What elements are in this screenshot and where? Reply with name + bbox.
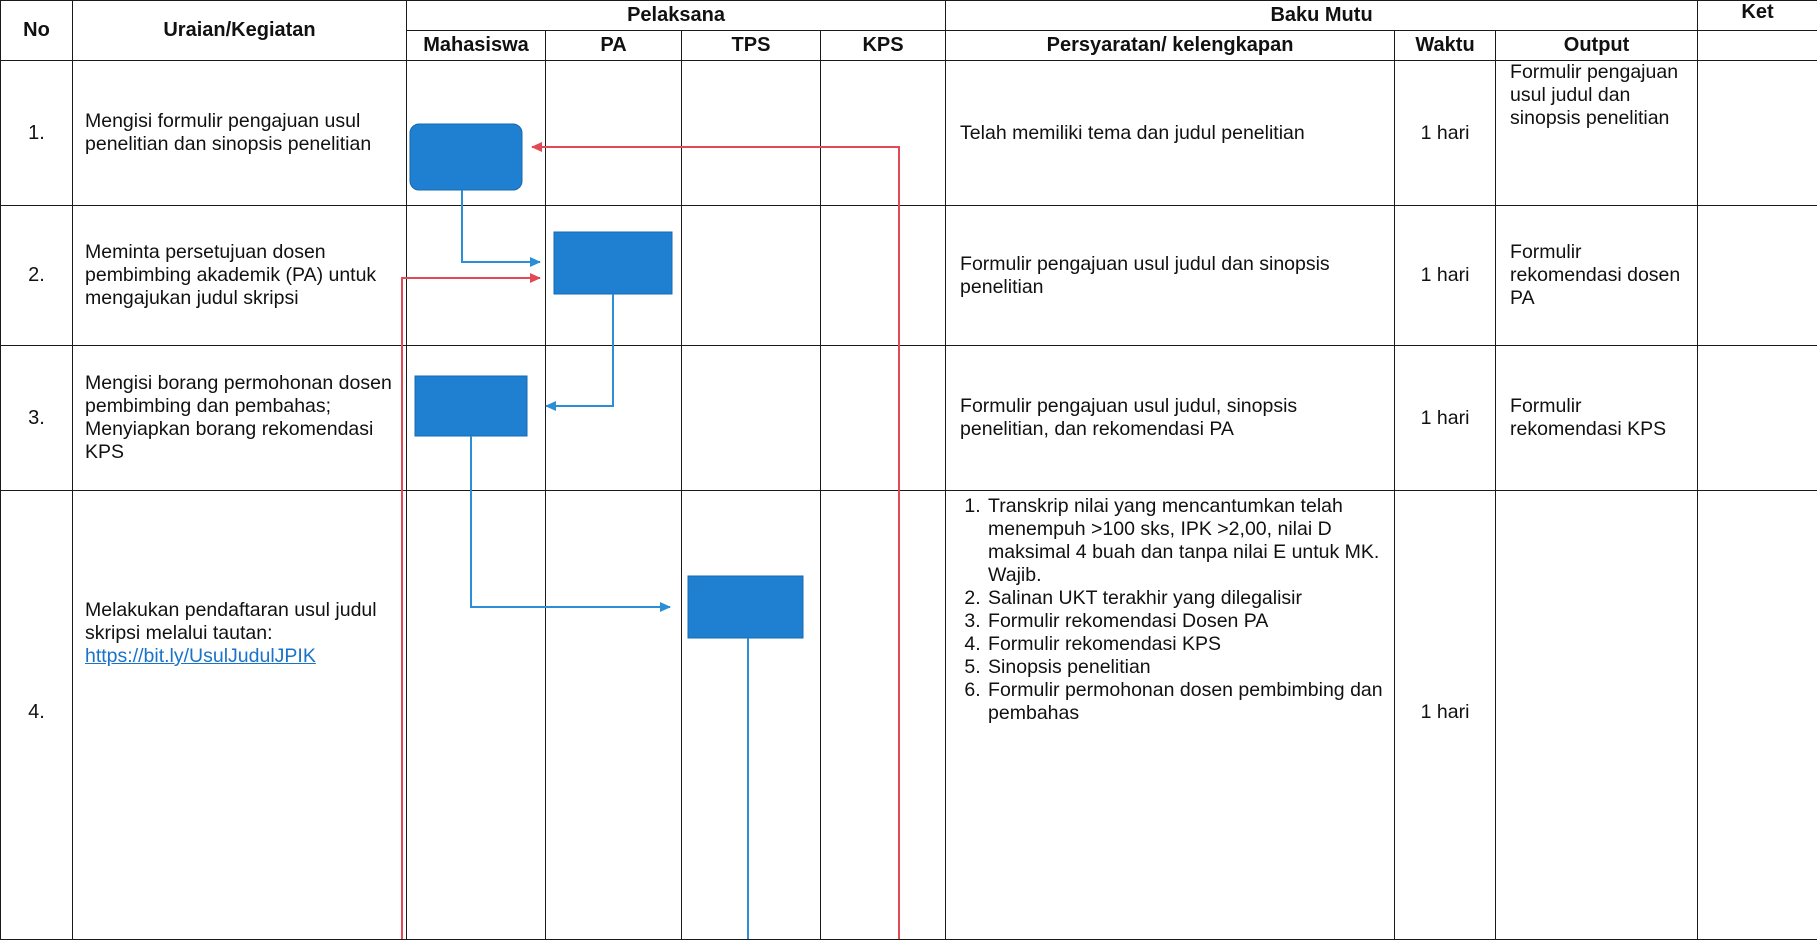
header-output: Output — [1496, 31, 1698, 61]
cell-tps — [682, 61, 821, 206]
cell-kps — [821, 206, 946, 346]
cell-pa — [546, 491, 682, 940]
header-tps: TPS — [682, 31, 821, 61]
row-number: 3. — [1, 346, 73, 491]
cell-mahasiswa — [407, 206, 546, 346]
requirement-item: Formulir permohonan dosen pembimbing dan… — [986, 679, 1388, 725]
cell-tps — [682, 491, 821, 940]
cell-tps — [682, 346, 821, 491]
row-number: 2. — [1, 206, 73, 346]
ket-cell — [1698, 206, 1817, 346]
header-baku-mutu: Baku Mutu — [946, 1, 1698, 31]
table-row: 2. Meminta persetujuan dosen pembimbing … — [1, 206, 1817, 346]
requirement-item: Salinan UKT terakhir yang dilegalisir — [986, 587, 1388, 610]
requirement-list: Transkrip nilai yang mencantumkan telah … — [960, 495, 1388, 725]
requirement-item: Formulir rekomendasi Dosen PA — [986, 610, 1388, 633]
cell-kps — [821, 491, 946, 940]
time-text: 1 hari — [1395, 346, 1496, 491]
cell-pa — [546, 61, 682, 206]
activity-text: Mengisi borang permohonan dosen pembimbi… — [73, 346, 407, 491]
requirement-item: Sinopsis penelitian — [986, 656, 1388, 679]
cell-mahasiswa — [407, 491, 546, 940]
output-text: Formulir rekomendasi KPS — [1496, 346, 1698, 491]
cell-mahasiswa — [407, 61, 546, 206]
requirement-cell: Transkrip nilai yang mencantumkan telah … — [946, 491, 1395, 940]
header-pelaksana: Pelaksana — [407, 1, 946, 31]
header-pa: PA — [546, 31, 682, 61]
ket-cell — [1698, 491, 1817, 940]
cell-kps — [821, 346, 946, 491]
requirement-text: Telah memiliki tema dan judul penelitian — [946, 61, 1395, 206]
table-row: 3. Mengisi borang permohonan dosen pembi… — [1, 346, 1817, 491]
cell-mahasiswa — [407, 346, 546, 491]
activity-text: Mengisi formulir pengajuan usul peneliti… — [73, 61, 407, 206]
activity-text: Melakukan pendaftaran usul judul skripsi… — [85, 599, 377, 644]
time-text: 1 hari — [1395, 206, 1496, 346]
header-kps: KPS — [821, 31, 946, 61]
requirement-item: Transkrip nilai yang mencantumkan telah … — [986, 495, 1388, 587]
header-ket-blank — [1698, 31, 1817, 61]
header-uraian: Uraian/Kegiatan — [73, 1, 407, 61]
cell-pa — [546, 346, 682, 491]
output-text: Formulir rekomendasi dosen PA — [1496, 206, 1698, 346]
registration-link[interactable]: https://bit.ly/UsulJudulJPIK — [85, 645, 316, 667]
header-waktu: Waktu — [1395, 31, 1496, 61]
cell-kps — [821, 61, 946, 206]
requirement-text: Formulir pengajuan usul judul dan sinops… — [946, 206, 1395, 346]
header-ket: Ket — [1698, 1, 1817, 31]
ket-cell — [1698, 61, 1817, 206]
table-row: 4. Melakukan pendaftaran usul judul skri… — [1, 491, 1817, 940]
time-text: 1 hari — [1395, 491, 1496, 940]
cell-pa — [546, 206, 682, 346]
output-text: Formulir pengajuan usul judul dan sinops… — [1496, 61, 1698, 206]
row-number: 4. — [1, 491, 73, 940]
requirement-item: Formulir rekomendasi KPS — [986, 633, 1388, 656]
activity-text: Meminta persetujuan dosen pembimbing aka… — [73, 206, 407, 346]
ket-cell — [1698, 346, 1817, 491]
requirement-text: Formulir pengajuan usul judul, sinopsis … — [946, 346, 1395, 491]
time-text: 1 hari — [1395, 61, 1496, 206]
header-persyaratan: Persyaratan/ kelengkapan — [946, 31, 1395, 61]
header-mahasiswa: Mahasiswa — [407, 31, 546, 61]
cell-tps — [682, 206, 821, 346]
table-row: 1. Mengisi formulir pengajuan usul penel… — [1, 61, 1817, 206]
row-number: 1. — [1, 61, 73, 206]
output-text — [1496, 491, 1698, 940]
header-no: No — [1, 1, 73, 61]
activity-cell: Melakukan pendaftaran usul judul skripsi… — [73, 491, 407, 940]
